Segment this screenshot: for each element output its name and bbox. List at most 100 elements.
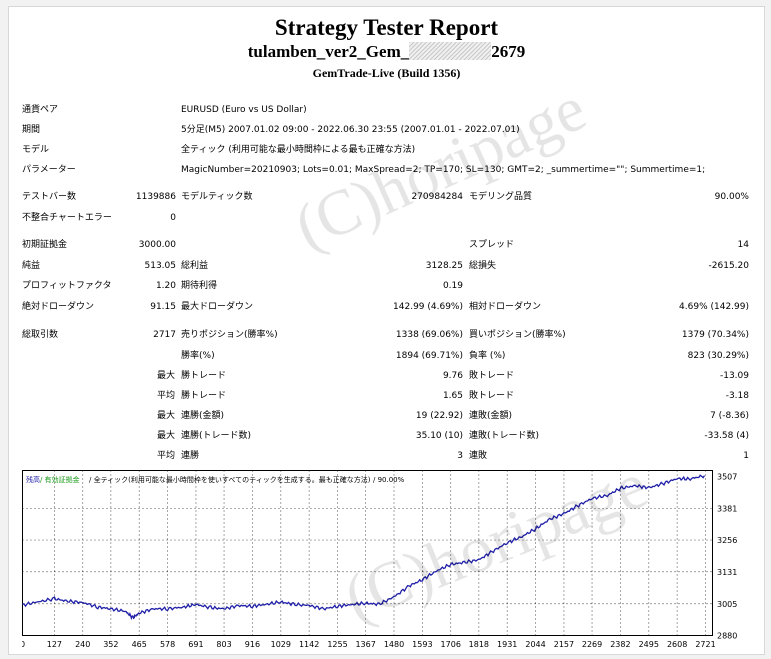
- pf-label: プロフィットファクタ: [22, 281, 112, 291]
- x-tick-label: 127: [47, 640, 62, 649]
- period-label: 期間: [22, 125, 41, 135]
- ea-name-prefix: tulamben_ver2_Gem_: [247, 42, 410, 61]
- model-value: 全ティック (利用可能な最小時間枠による最も正確な方法): [181, 145, 416, 155]
- win-rate-value: 1894 (69.71%): [395, 351, 463, 361]
- loss-rate-label: 負率 (%): [469, 351, 506, 361]
- average-prefix: 平均: [157, 391, 176, 401]
- rel-dd-label: 相対ドローダウン: [469, 302, 542, 312]
- x-tick-label: 0: [22, 640, 25, 649]
- net-label: 純益: [22, 261, 41, 271]
- x-tick-label: 2382: [610, 640, 630, 649]
- ea-name-suffix: 2679: [491, 42, 526, 61]
- x-tick-label: 578: [160, 640, 175, 649]
- x-tick-label: 1706: [441, 640, 461, 649]
- x-tick-label: 2721: [695, 640, 715, 649]
- server-build: GemTrade-Live (Build 1356): [312, 66, 461, 80]
- avg-win-label: 勝トレード: [181, 391, 227, 401]
- bars-label: テストバー数: [22, 192, 77, 202]
- total-trades-label: 総取引数: [22, 330, 59, 340]
- long-label: 買いポジション(勝率%): [469, 330, 566, 340]
- x-tick-label: 691: [188, 640, 203, 649]
- avg-cons-wins-label: 連勝: [181, 451, 200, 461]
- x-tick-label: 1029: [271, 640, 291, 649]
- x-tick-label: 2269: [582, 640, 602, 649]
- deposit-value: 3000.00: [138, 240, 176, 250]
- balance-series-line: [22, 474, 706, 621]
- largest-loss-value: -13.09: [719, 371, 749, 381]
- max-cons-losses-value: 7 (-8.36): [710, 411, 749, 421]
- win-rate-label: 勝率(%): [181, 351, 215, 361]
- spread-value: 14: [737, 240, 749, 250]
- pf-value: 1.20: [155, 281, 176, 291]
- max-cons-loss-label: 連敗(トレード数): [469, 431, 540, 441]
- x-tick-label: 1367: [355, 640, 375, 649]
- max-dd-value: 142.99 (4.69%): [393, 302, 463, 312]
- params-value: MagicNumber=20210903; Lots=0.01; MaxSpre…: [181, 165, 706, 175]
- gross-profit-value: 3128.25: [425, 261, 463, 271]
- expected-value: 0.19: [442, 281, 463, 291]
- ea-name: tulamben_ver2_Gem_ 2679: [9, 42, 764, 62]
- largest-loss-label: 敗トレード: [469, 371, 515, 381]
- abs-dd-value: 91.15: [150, 302, 176, 312]
- largest-prefix: 最大: [157, 371, 176, 381]
- pair-label: 通貨ペア: [22, 105, 59, 115]
- long-value: 1379 (70.34%): [681, 330, 749, 340]
- ticks-label: モデルティック数: [181, 192, 253, 202]
- x-tick-label: 240: [75, 640, 90, 649]
- x-tick-label: 1593: [412, 640, 432, 649]
- max-dd-label: 最大ドローダウン: [181, 302, 254, 312]
- redacted-block: [409, 42, 492, 60]
- gross-profit-label: 総利益: [181, 261, 209, 271]
- x-tick-label: 916: [245, 640, 260, 649]
- mismatch-value: 0: [170, 213, 176, 223]
- ticks-value: 270984284: [411, 192, 463, 202]
- period-value: 5分足(M5) 2007.01.02 09:00 - 2022.06.30 23…: [181, 125, 520, 135]
- avg-cons-wins-value: 3: [457, 451, 463, 461]
- max-cons-wins-value: 19 (22.92): [415, 411, 463, 421]
- model-label: モデル: [22, 145, 50, 155]
- largest-win-value: 9.76: [442, 371, 463, 381]
- x-tick-label: 1931: [497, 640, 517, 649]
- legend-equity: / 有効証拠金: [40, 475, 80, 484]
- x-tick-label: 465: [132, 640, 147, 649]
- y-tick-label: 3256: [717, 536, 737, 545]
- legend-model: / 全ティック(利用可能な最小時間枠を使いすべてのティックを生成する。最も正確な…: [89, 475, 371, 484]
- avg-loss-label: 敗トレード: [469, 391, 515, 401]
- x-tick-label: 1142: [299, 640, 319, 649]
- gross-loss-label: 総損失: [469, 261, 497, 271]
- expected-label: 期待利得: [181, 281, 218, 291]
- pair-value: EURUSD (Euro vs US Dollar): [181, 105, 307, 115]
- y-tick-label: 3005: [717, 600, 737, 609]
- net-value: 513.05: [144, 261, 177, 271]
- x-tick-label: 2608: [667, 640, 687, 649]
- balance-chart: 残高 / 有効証拠金 / 全ティック(利用可能な最小時間枠を使いすべてのティック…: [22, 470, 737, 649]
- quality-value: 90.00%: [714, 192, 749, 202]
- legend-balance: 残高: [26, 475, 40, 484]
- report-page: Strategy Tester Report tulamben_ver2_Gem…: [8, 6, 765, 655]
- x-tick-label: 1818: [469, 640, 489, 649]
- avg-cons-prefix: 平均: [157, 451, 176, 461]
- abs-dd-label: 絶対ドローダウン: [22, 302, 95, 312]
- max-cons-prefix: 最大: [157, 411, 176, 421]
- largest-win-label: 勝トレード: [181, 371, 227, 381]
- max-cons-profit-value: 35.10 (10): [415, 431, 463, 441]
- max-cons2-prefix: 最大: [157, 431, 176, 441]
- x-axis-labels: 0 127 240 352 465 578 691 803 916 1029 1142 1255 136…: [22, 640, 716, 649]
- y-axis-labels: 3507 3381 3256 3131 3005 2880: [717, 472, 737, 640]
- rel-dd-value: 4.69% (142.99): [679, 302, 749, 312]
- mismatch-label: 不整合チャートエラー: [22, 213, 112, 223]
- y-tick-label: 3131: [717, 568, 737, 577]
- x-tick-label: 1480: [384, 640, 404, 649]
- short-value: 1338 (69.06%): [395, 330, 463, 340]
- y-tick-label: 3381: [717, 504, 737, 513]
- total-trades-value: 2717: [153, 330, 176, 340]
- y-tick-label: 3507: [717, 472, 737, 481]
- spread-label: スプレッド: [469, 240, 515, 250]
- gross-loss-value: -2615.20: [708, 261, 749, 271]
- x-tick-label: 1255: [327, 640, 347, 649]
- bars-value: 1139886: [135, 192, 176, 202]
- x-tick-label: 2044: [525, 640, 545, 649]
- x-tick-label: 803: [216, 640, 231, 649]
- report-title: Strategy Tester Report: [274, 15, 499, 40]
- avg-loss-value: -3.18: [725, 391, 749, 401]
